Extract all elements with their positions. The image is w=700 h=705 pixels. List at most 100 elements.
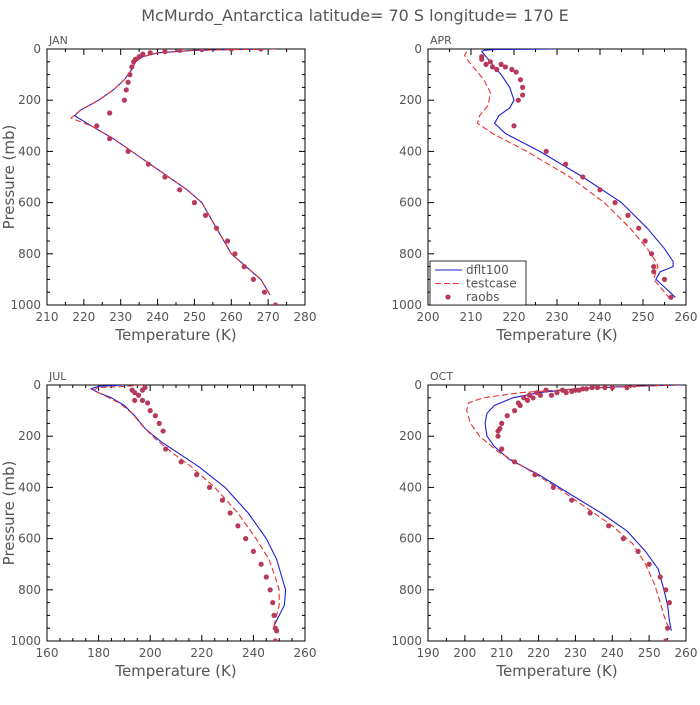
raobs-point <box>258 49 264 52</box>
testcase-line <box>70 49 276 296</box>
raobs-point <box>121 97 127 103</box>
raobs-point <box>227 510 233 516</box>
y-axis-title: Pressure (mb) <box>0 125 18 230</box>
raobs-point <box>576 387 582 393</box>
raobs-point <box>132 397 138 403</box>
raobs-point <box>664 625 671 631</box>
x-tick-label: 210 <box>490 646 513 660</box>
raobs-point <box>136 54 142 60</box>
raobs-point <box>235 523 241 529</box>
legend-swatch-raobs <box>445 294 451 300</box>
x-tick-label: 220 <box>527 646 550 660</box>
x-tick-label: 230 <box>564 646 587 660</box>
raobs-point <box>554 390 560 396</box>
raobs-point <box>515 97 521 103</box>
raobs-point <box>228 49 234 52</box>
x-tick-label: 180 <box>87 646 110 660</box>
raobs-point <box>512 408 518 414</box>
y-tick-label: 1000 <box>391 298 422 312</box>
x-tick-label: 220 <box>190 646 213 660</box>
raobs-point <box>526 392 532 398</box>
raobs-point <box>147 50 153 56</box>
y-tick-label: 400 <box>399 144 422 158</box>
y-tick-label: 1000 <box>10 634 41 648</box>
raobs-point <box>145 161 151 167</box>
panel-label: JUL <box>48 370 67 383</box>
raobs-point <box>258 561 264 567</box>
raobs-point <box>646 561 652 567</box>
raobs-point <box>147 408 153 414</box>
raobs-point <box>550 484 556 490</box>
x-tick-label: 250 <box>638 646 661 660</box>
raobs-point <box>487 59 493 65</box>
raobs-point <box>194 472 200 478</box>
panel-label: OCT <box>430 370 453 383</box>
raobs-point <box>666 600 673 606</box>
raobs-point <box>594 385 601 391</box>
raobs-point <box>517 77 524 83</box>
raobs-point <box>123 87 129 93</box>
raobs-point <box>612 200 618 206</box>
raobs-point <box>513 69 519 75</box>
x-tick-label: 250 <box>632 310 655 324</box>
legend-label-testcase: testcase <box>466 277 517 291</box>
raobs-point <box>502 64 508 70</box>
raobs-point <box>489 64 496 70</box>
dflt100-line <box>74 49 274 296</box>
raobs-point <box>241 264 247 270</box>
raobs-point <box>498 61 504 67</box>
raobs-point <box>602 385 608 391</box>
y-tick-label: 1000 <box>391 634 422 648</box>
raobs-point <box>532 472 538 478</box>
raobs-point <box>107 110 113 116</box>
raobs-point <box>524 397 531 403</box>
data-layer <box>90 385 287 641</box>
raobs-point <box>156 420 162 426</box>
x-tick-label: 190 <box>417 646 440 660</box>
raobs-point <box>272 302 279 305</box>
raobs-point <box>131 59 137 65</box>
raobs-point <box>636 225 642 231</box>
x-axis-title: Temperature (K) <box>495 662 617 680</box>
x-tick-label: 200 <box>453 646 476 660</box>
raobs-point <box>537 392 544 398</box>
raobs-point <box>160 428 166 434</box>
y-tick-label: 0 <box>414 378 422 392</box>
raobs-point <box>125 148 131 154</box>
y-tick-label: 1000 <box>10 298 41 312</box>
raobs-point <box>495 433 501 439</box>
plot-frame <box>46 384 306 642</box>
data-layer <box>464 49 676 301</box>
raobs-point <box>530 395 536 401</box>
x-tick-label: 240 <box>601 646 624 660</box>
raobs-point <box>127 72 133 78</box>
raobs-point <box>177 187 183 193</box>
raobs-point <box>152 413 158 419</box>
raobs-point <box>583 386 590 392</box>
y-axis-title: Pressure (mb) <box>0 461 18 566</box>
data-layer <box>70 49 279 305</box>
x-tick-label: 230 <box>109 310 132 324</box>
x-tick-label: 220 <box>72 310 95 324</box>
dflt100-line <box>484 385 683 631</box>
x-tick-label: 200 <box>417 310 440 324</box>
raobs-point <box>563 161 569 167</box>
raobs-point <box>178 459 184 465</box>
raobs-point <box>495 428 501 434</box>
plot-frame <box>46 48 306 306</box>
raobs-point <box>177 49 183 53</box>
raobs-point <box>624 385 630 391</box>
raobs-point <box>651 269 657 275</box>
panel-jan: 210 220 230 240 250 260 270 280 0 200 400 600 800 100… <box>0 34 316 344</box>
raobs-point <box>504 413 510 419</box>
y-tick-label: 600 <box>399 532 422 546</box>
y-tick-label: 800 <box>399 247 422 261</box>
y-tick-label: 0 <box>33 42 41 56</box>
raobs-point <box>534 390 540 396</box>
raobs-point <box>140 51 146 57</box>
x-tick-label: 260 <box>294 646 317 660</box>
raobs-point <box>548 392 555 398</box>
raobs-point <box>569 497 575 503</box>
raobs-point <box>569 388 575 394</box>
